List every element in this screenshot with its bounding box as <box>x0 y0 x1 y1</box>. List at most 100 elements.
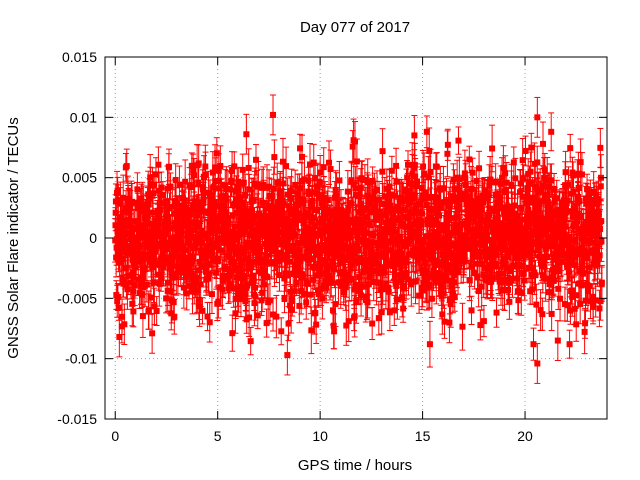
data-point <box>292 181 299 188</box>
data-point <box>308 241 315 248</box>
data-point <box>222 211 229 218</box>
data-point <box>286 258 293 265</box>
data-point <box>310 232 317 239</box>
data-point <box>318 285 325 292</box>
data-point <box>121 208 128 215</box>
data-point <box>125 272 132 279</box>
data-point <box>273 313 280 320</box>
data-point <box>189 258 196 265</box>
data-point <box>114 187 121 194</box>
data-point <box>284 191 291 198</box>
data-point <box>318 215 325 222</box>
data-point <box>211 199 218 206</box>
data-point <box>223 266 230 273</box>
data-point <box>165 218 172 225</box>
data-point <box>386 309 393 316</box>
data-point <box>340 218 347 225</box>
data-point <box>229 330 236 337</box>
data-point <box>171 198 178 205</box>
data-point <box>173 201 180 208</box>
data-point <box>255 181 262 188</box>
data-point <box>373 279 380 286</box>
data-point <box>150 279 157 286</box>
data-point <box>158 274 165 281</box>
data-point <box>345 205 352 212</box>
data-point <box>167 288 174 295</box>
data-point <box>312 175 319 182</box>
data-point <box>212 218 219 225</box>
data-point <box>151 303 158 310</box>
data-point <box>364 268 371 275</box>
data-point <box>129 300 136 307</box>
data-point <box>138 195 145 202</box>
data-point <box>353 298 360 305</box>
data-point <box>124 250 131 257</box>
data-point <box>381 193 388 200</box>
data-point <box>225 220 232 227</box>
data-point <box>317 169 324 176</box>
data-point <box>196 209 203 216</box>
data-point <box>295 210 302 217</box>
data-point <box>263 253 270 260</box>
data-point <box>150 190 157 197</box>
data-point <box>328 279 335 286</box>
data-point <box>263 320 270 327</box>
data-point <box>155 271 162 278</box>
data-point <box>351 286 358 293</box>
data-point <box>195 160 202 167</box>
data-point <box>296 185 303 192</box>
data-point <box>139 278 146 285</box>
data-point <box>186 211 193 218</box>
data-point <box>261 281 268 288</box>
data-point <box>320 164 327 171</box>
data-point <box>241 215 248 222</box>
data-point <box>164 279 171 286</box>
data-point <box>189 234 196 241</box>
data-point <box>139 313 146 320</box>
data-point <box>195 179 202 186</box>
data-point <box>276 272 283 279</box>
data-point <box>194 287 201 294</box>
data-point <box>204 260 211 267</box>
data-point <box>251 180 258 187</box>
data-point <box>170 299 177 306</box>
data-point <box>114 298 121 305</box>
data-point <box>156 187 163 194</box>
data-point <box>197 281 204 288</box>
data-point <box>195 296 202 303</box>
data-point <box>380 201 387 208</box>
data-point <box>254 312 261 319</box>
data-point <box>379 148 386 155</box>
data-point <box>253 239 260 246</box>
data-point <box>250 197 257 204</box>
data-point <box>274 233 281 240</box>
data-point <box>199 307 206 314</box>
data-point <box>383 280 390 287</box>
data-point <box>163 246 170 253</box>
data-point <box>343 322 350 329</box>
data-point <box>172 176 179 183</box>
data-point <box>261 225 268 232</box>
data-point <box>283 163 290 170</box>
data-point <box>338 245 345 252</box>
data-point <box>235 287 242 294</box>
data-point <box>331 328 338 335</box>
data-point <box>143 208 150 215</box>
data-point <box>209 169 216 176</box>
data-point <box>246 186 253 193</box>
data-point <box>212 178 219 185</box>
data-point <box>234 183 241 190</box>
data-point <box>121 231 128 238</box>
data-point <box>169 203 176 210</box>
data-point <box>321 225 328 232</box>
data-point <box>305 177 312 184</box>
data-point <box>127 279 134 286</box>
data-point <box>241 274 248 281</box>
data-point <box>337 233 344 240</box>
data-point <box>337 259 344 266</box>
data-point <box>241 245 248 252</box>
data-point <box>348 177 355 184</box>
data-point <box>231 163 238 170</box>
data-point <box>233 274 240 281</box>
